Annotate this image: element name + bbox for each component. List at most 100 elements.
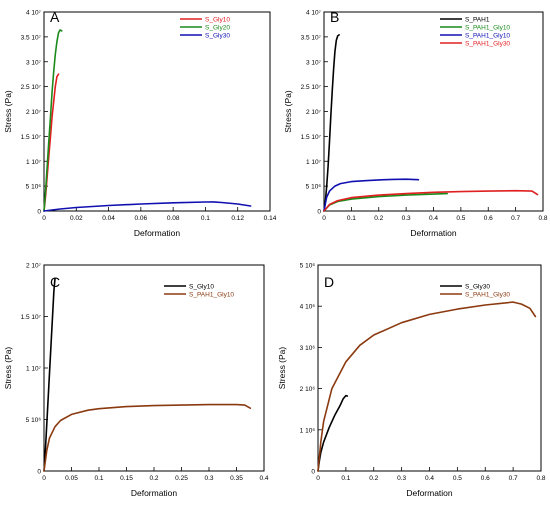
y-tick-label: 0 (37, 209, 41, 216)
x-tick-label: 0.04 (102, 215, 115, 222)
legend-entry: S_PAH1_Gly30 (465, 40, 510, 47)
x-tick-label: 0.5 (456, 215, 465, 222)
series-line-s-pah1-gly10 (323, 192, 448, 212)
x-tick-label: 0.15 (120, 475, 133, 482)
y-axis-label: Stress (Pa) (283, 90, 293, 133)
x-tick-label: 0 (322, 215, 326, 222)
y-tick-label: 5 10⁶ (26, 417, 42, 424)
y-tick-label: 3 10⁶ (300, 345, 316, 352)
legend-entry: S_PAH1_Gly10 (465, 32, 510, 39)
panel-d: 0 0.1 0.2 0.3 0.4 0.5 0.6 0.7 0.8 0 1 10⁶ 2 10⁶ 3 10… (277, 263, 546, 499)
y-tick-label: 3 10⁷ (26, 59, 42, 66)
x-axis-label: Deformation (410, 228, 457, 238)
y-tick-label: 2.5 10⁷ (21, 84, 42, 91)
y-tick-label: 4 10⁷ (26, 10, 42, 17)
y-tick-label: 3.5 10⁷ (21, 34, 42, 41)
series-line-s-pah1 (323, 34, 340, 212)
x-tick-label: 0.25 (175, 475, 188, 482)
y-tick-label: 0 (37, 469, 41, 476)
legend-entry: S_PAH1_Gly10 (465, 24, 510, 31)
legend-entry: S_PAH1_Gly10 (189, 291, 234, 298)
y-tick-label: 1.5 10⁷ (301, 134, 322, 141)
x-tick-label: 0.2 (369, 475, 378, 482)
y-tick-label: 1.5 10⁷ (21, 314, 42, 321)
y-tick-label: 5 10⁶ (300, 263, 316, 270)
x-tick-label: 0.8 (536, 475, 545, 482)
y-tick-label: 2.5 10⁷ (301, 84, 322, 91)
x-tick-label: 0.7 (511, 215, 520, 222)
y-tick-label: 3 10⁷ (306, 59, 322, 66)
x-tick-label: 0.8 (538, 215, 547, 222)
x-tick-label: 0.2 (374, 215, 383, 222)
y-tick-label: 0 (311, 469, 315, 476)
y-axis-label: Stress (Pa) (3, 347, 13, 390)
panel-letter: B (330, 9, 339, 25)
x-tick-label: 0.08 (167, 215, 180, 222)
x-tick-label: 0.1 (347, 215, 356, 222)
series-line-s-gly20 (43, 29, 63, 212)
legend-entry: S_Gly10 (189, 283, 214, 290)
y-tick-label: 1 10⁶ (300, 427, 316, 434)
panel-c: 0 0.05 0.1 0.15 0.2 0.25 0.3 0.35 0.4 0 5 10⁶ 1 10⁷… (3, 263, 269, 499)
x-tick-label: 0.1 (341, 475, 350, 482)
y-tick-label: 2 10⁶ (300, 386, 316, 393)
legend-entry: S_Gly30 (465, 283, 490, 290)
y-tick-label: 1 10⁷ (306, 159, 322, 166)
y-tick-label: 2 10⁷ (26, 263, 42, 270)
x-tick-label: 0.1 (201, 215, 210, 222)
series-line-s-pah1-gly10 (323, 178, 420, 212)
x-tick-label: 0.06 (135, 215, 148, 222)
x-tick-label: 0.6 (481, 475, 490, 482)
y-tick-label: 2 10⁷ (306, 109, 322, 116)
x-tick-label: 0.1 (94, 475, 103, 482)
y-tick-label: 5 10⁶ (306, 184, 322, 191)
panel-b: 0 0.1 0.2 0.3 0.4 0.5 0.6 0.7 0.8 0 5 10⁶ 1 10⁷ 1.5 … (283, 9, 548, 238)
x-axis-label: Deformation (406, 488, 453, 498)
x-tick-label: 0.7 (509, 475, 518, 482)
x-tick-label: 0.2 (149, 475, 158, 482)
series-line-s-gly30 (43, 201, 252, 212)
y-tick-label: 2 10⁷ (26, 109, 42, 116)
y-tick-label: 4 10⁷ (306, 10, 322, 17)
legend-entry: S_PAH1 (465, 16, 490, 23)
x-tick-label: 0 (316, 475, 320, 482)
x-tick-label: 0.6 (484, 215, 493, 222)
x-tick-label: 0.4 (429, 215, 438, 222)
x-tick-label: 0.12 (231, 215, 244, 222)
y-axis-label: Stress (Pa) (277, 347, 287, 390)
plot-frame (43, 11, 271, 212)
x-tick-label: 0.3 (397, 475, 406, 482)
x-tick-label: 0.4 (259, 475, 268, 482)
x-axis-label: Deformation (134, 228, 181, 238)
y-tick-label: 5 10⁶ (26, 184, 42, 191)
series-line-s-pah1-gly30 (317, 301, 537, 472)
x-tick-label: 0.14 (264, 215, 277, 222)
legend-entry: S_Gly30 (205, 32, 230, 39)
panel-letter: A (50, 9, 60, 25)
legend-entry: S_PAH1_Gly30 (465, 291, 510, 298)
x-tick-label: 0.05 (65, 475, 78, 482)
x-tick-label: 0 (42, 475, 46, 482)
y-tick-label: 1 10⁷ (26, 159, 42, 166)
y-axis-label: Stress (Pa) (3, 90, 13, 133)
y-tick-label: 0 (317, 209, 321, 216)
series-line-s-pah1-gly30 (323, 189, 539, 212)
x-tick-label: 0.4 (425, 475, 434, 482)
y-tick-label: 4 10⁶ (300, 304, 316, 311)
series-line-s-pah1-gly10 (43, 403, 252, 472)
x-tick-label: 0 (42, 215, 46, 222)
panel-letter: D (324, 274, 334, 290)
y-tick-label: 1.5 10⁷ (21, 134, 42, 141)
legend-entry: S_Gly20 (205, 24, 230, 31)
x-tick-label: 0.5 (453, 475, 462, 482)
x-tick-label: 0.3 (204, 475, 213, 482)
series-line-s-gly10 (43, 277, 56, 472)
y-tick-label: 3.5 10⁷ (301, 34, 322, 41)
legend-entry: S_Gly10 (205, 16, 230, 23)
x-axis-label: Deformation (131, 488, 178, 498)
x-tick-label: 0.3 (402, 215, 411, 222)
x-tick-label: 0.02 (70, 215, 83, 222)
panel-a: 0 0.02 0.04 0.06 0.08 0.1 0.12 0.14 0 5 10⁶ 1 10⁷ 1… (3, 9, 277, 238)
x-tick-label: 0.35 (230, 475, 243, 482)
